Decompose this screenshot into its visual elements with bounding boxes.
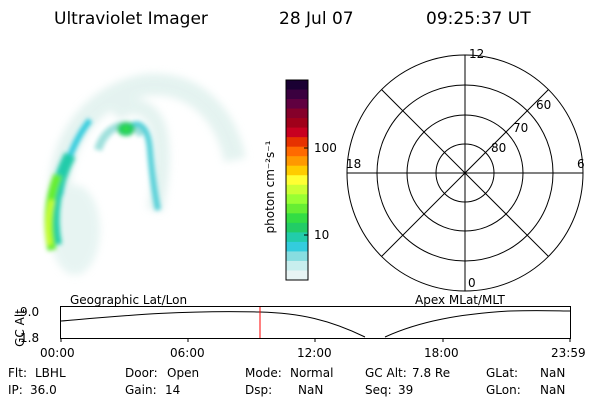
status-flt-label: Flt: (8, 366, 27, 380)
colorbar-tick-100: 100 (314, 141, 337, 155)
status-gcalt-value: 7.8 Re (412, 366, 451, 380)
status-glon-value: NaN (540, 383, 566, 397)
colorbar-swatch (286, 213, 308, 224)
colorbar-swatch (286, 203, 308, 214)
status-gcalt-label: GC Alt: (365, 366, 407, 380)
app-title: Ultraviolet Imager (54, 9, 208, 29)
mlt-label-6: 6 (577, 157, 585, 171)
colorbar-unit-label: photon cm⁻²s⁻¹ (263, 140, 277, 234)
status-seq-label: Seq: (365, 383, 392, 397)
mlt-label-0: 0 (468, 276, 476, 290)
colorbar (285, 79, 309, 281)
status-glon-label: GLon: (486, 383, 521, 397)
colorbar-swatch (286, 184, 308, 195)
colorbar-swatch (286, 108, 308, 119)
timeline-xtick-1800: 18:00 (424, 346, 459, 360)
timeline-xtick-0600: 06:00 (170, 346, 205, 360)
colorbar-swatch (286, 146, 308, 157)
status-flt-value: LBHL (35, 366, 66, 380)
status-ip-value: 36.0 (30, 383, 57, 397)
colorbar-swatch (286, 194, 308, 205)
status-seq-value: 39 (398, 383, 414, 397)
colorbar-swatch (286, 127, 308, 138)
status-dsp-label: Dsp: (245, 383, 273, 397)
timeline-ytick-high: 9.0 (20, 305, 40, 319)
timeline-ytick-low: 1.8 (20, 331, 40, 345)
mlt-label-12: 12 (469, 47, 485, 61)
status-gain-label: Gain: (125, 383, 157, 397)
header-time: 09:25:37 UT (426, 9, 531, 29)
timeline-left-title: Geographic Lat/Lon (70, 293, 188, 307)
status-gain-value: 14 (165, 383, 181, 397)
colorbar-swatch (286, 89, 308, 100)
colorbar-swatch (286, 222, 308, 233)
altitude-curve (60, 310, 571, 338)
status-door-value: Open (167, 366, 200, 380)
lat-label-70: 70 (513, 121, 529, 135)
timeline-right-title: Apex MLat/MLT (415, 293, 505, 307)
status-glat-value: NaN (540, 366, 566, 380)
status-glat-label: GLat: (486, 366, 519, 380)
colorbar-swatch (286, 251, 308, 262)
status-mode-label: Mode: (245, 366, 282, 380)
colorbar-swatch (286, 175, 308, 186)
colorbar-swatch (286, 156, 308, 167)
colorbar-swatch (286, 118, 308, 129)
timeline-plot[interactable] (60, 306, 572, 344)
status-mode-value: Normal (290, 366, 334, 380)
status-ip-label: IP: (8, 383, 23, 397)
colorbar-swatch (286, 241, 308, 252)
colorbar-swatch (286, 270, 308, 281)
status-door-label: Door: (125, 366, 158, 380)
mlt-label-18: 18 (346, 157, 362, 171)
colorbar-swatch (286, 165, 308, 176)
colorbar-swatch (286, 137, 308, 148)
lat-label-60: 60 (536, 98, 552, 112)
timeline-xtick-2359: 23:59 (551, 346, 586, 360)
colorbar-gradient (286, 80, 308, 281)
timeline-xtick-0000: 00:00 (40, 346, 75, 360)
polar-grid (346, 54, 584, 292)
colorbar-swatch (286, 99, 308, 110)
colorbar-swatch (286, 232, 308, 243)
header-date: 28 Jul 07 (279, 9, 354, 29)
timeline-xtick-1200: 12:00 (297, 346, 332, 360)
colorbar-swatch (286, 260, 308, 271)
lat-label-80: 80 (491, 141, 507, 155)
colorbar-tick-10: 10 (314, 228, 330, 242)
auroral-image (44, 73, 246, 275)
colorbar-swatch (286, 80, 308, 91)
status-dsp-value: NaN (298, 383, 324, 397)
